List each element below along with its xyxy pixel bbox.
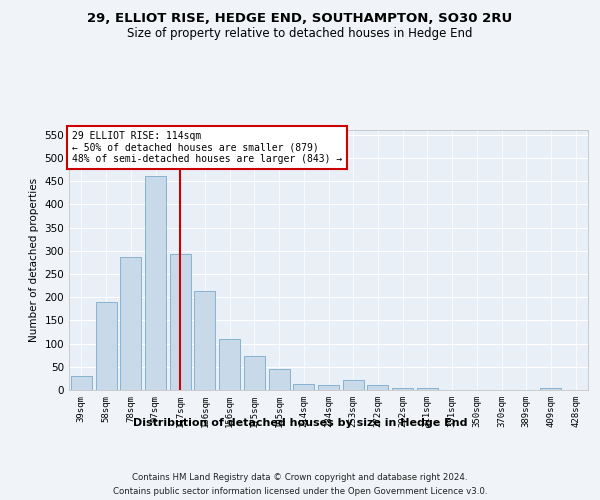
Bar — [120, 257, 141, 390]
Text: Size of property relative to detached houses in Hedge End: Size of property relative to detached ho… — [127, 28, 473, 40]
Text: 29 ELLIOT RISE: 114sqm
← 50% of detached houses are smaller (879)
48% of semi-de: 29 ELLIOT RISE: 114sqm ← 50% of detached… — [71, 132, 342, 164]
Bar — [392, 388, 413, 390]
Text: Contains HM Land Registry data © Crown copyright and database right 2024.: Contains HM Land Registry data © Crown c… — [132, 472, 468, 482]
Y-axis label: Number of detached properties: Number of detached properties — [29, 178, 39, 342]
Bar — [343, 380, 364, 390]
Bar — [269, 368, 290, 390]
Bar — [219, 340, 240, 390]
Text: Contains public sector information licensed under the Open Government Licence v3: Contains public sector information licen… — [113, 488, 487, 496]
Text: Distribution of detached houses by size in Hedge End: Distribution of detached houses by size … — [133, 418, 467, 428]
Bar — [194, 291, 215, 390]
Bar — [417, 388, 438, 390]
Text: 29, ELLIOT RISE, HEDGE END, SOUTHAMPTON, SO30 2RU: 29, ELLIOT RISE, HEDGE END, SOUTHAMPTON,… — [88, 12, 512, 26]
Bar — [95, 302, 116, 390]
Bar — [71, 376, 92, 390]
Bar — [318, 385, 339, 390]
Bar — [541, 388, 562, 390]
Bar — [293, 384, 314, 390]
Bar — [145, 176, 166, 390]
Bar — [170, 254, 191, 390]
Bar — [367, 386, 388, 390]
Bar — [244, 356, 265, 390]
